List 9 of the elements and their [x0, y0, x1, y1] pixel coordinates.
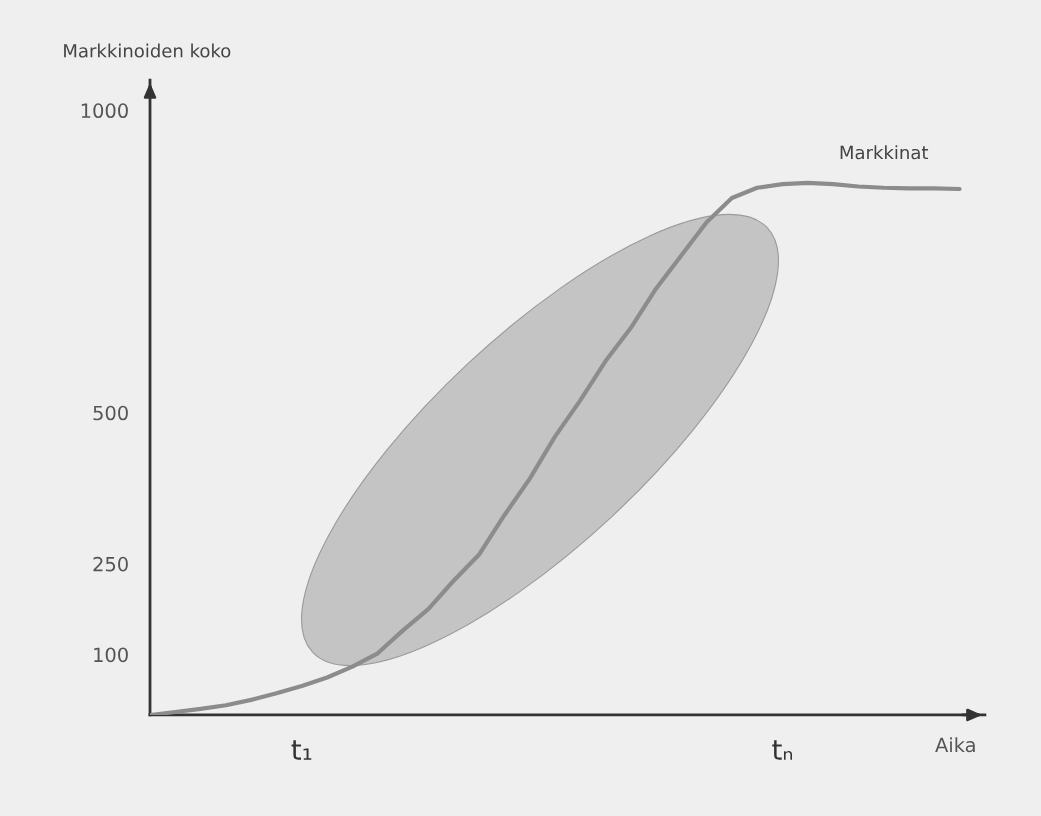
y-axis-title: Markkinoiden koko — [64, 43, 231, 58]
x-axis-title: Aika — [935, 737, 975, 753]
series-label: Markkinat — [840, 145, 929, 160]
y-tick-label: 100 — [94, 647, 128, 663]
x-tick-label: t₁ — [291, 740, 312, 760]
x-tick-label: tₙ — [772, 740, 793, 760]
y-tick-label: 1000 — [81, 103, 128, 119]
y-tick-label: 250 — [93, 556, 128, 572]
y-tick-label: 500 — [93, 405, 128, 421]
